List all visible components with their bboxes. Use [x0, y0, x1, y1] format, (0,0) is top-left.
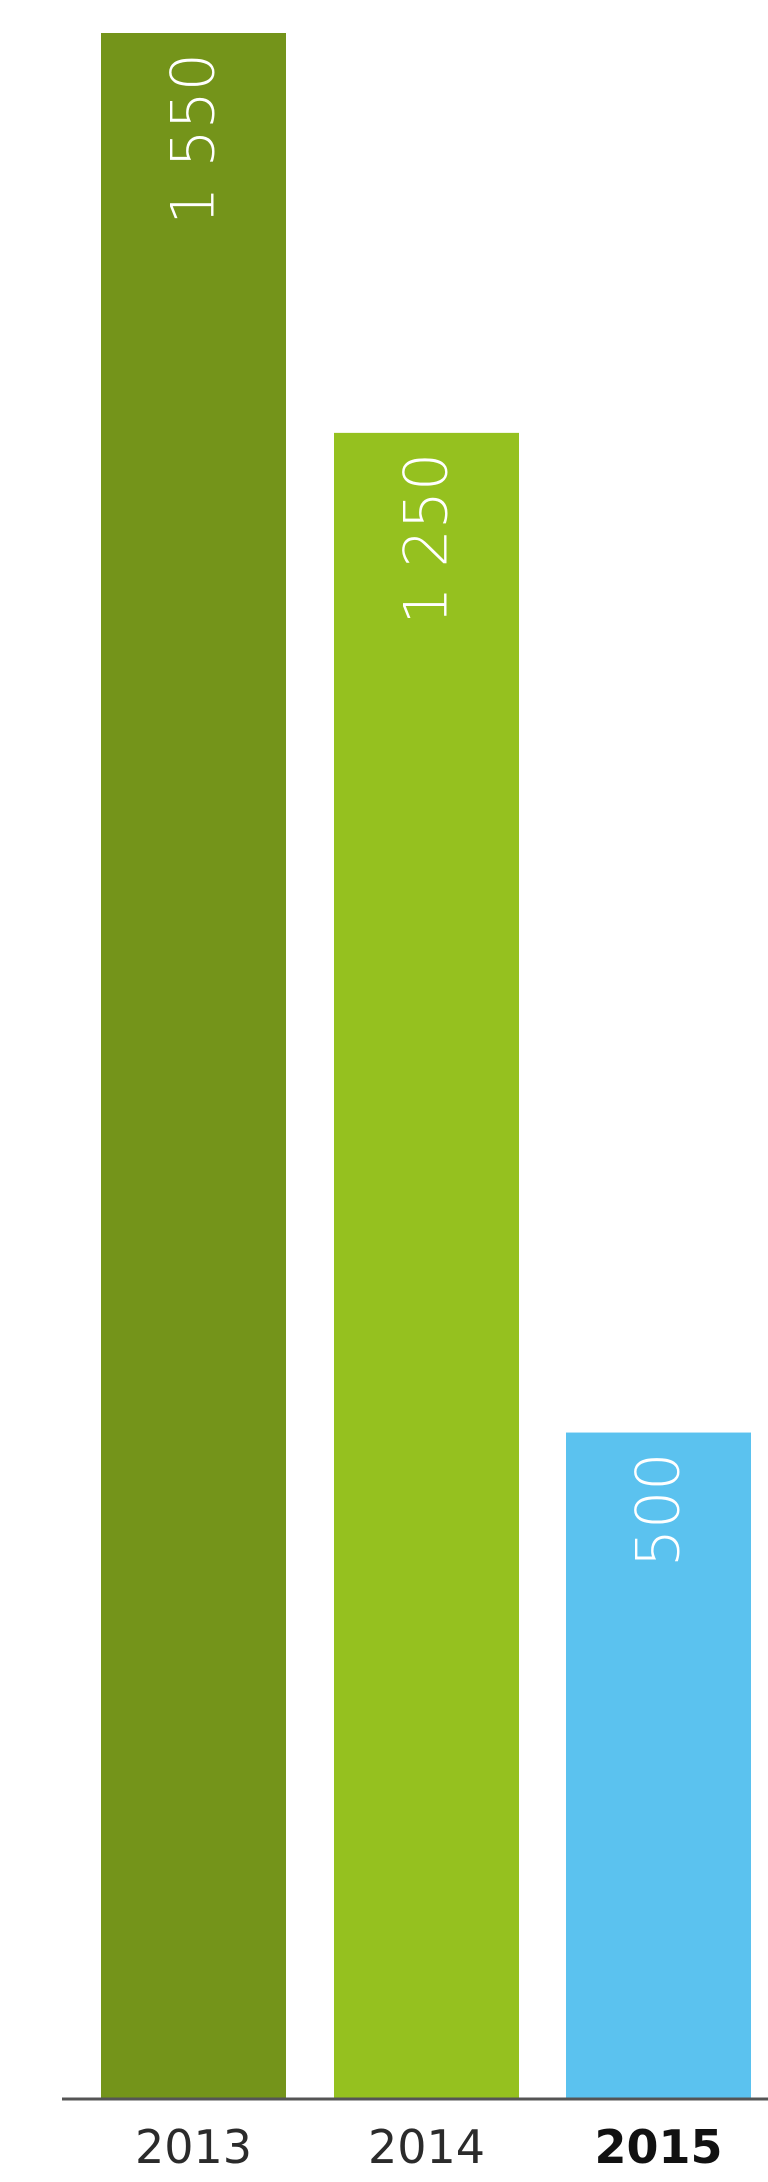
x-tick-label-2014: 2014 [368, 2120, 485, 2174]
data-label-2013: 1 550 [159, 53, 229, 225]
data-label-2015: 500 [624, 1453, 694, 1568]
x-tick-label-2013: 2013 [135, 2120, 252, 2174]
bar-2014 [334, 432, 519, 2099]
value-labels-group: 1 550 1 250 500 [159, 53, 694, 1567]
x-tick-label-2015: 2015 [594, 2120, 722, 2174]
bar-2013 [101, 33, 286, 2099]
bars-group [101, 33, 751, 2099]
data-label-2014: 1 250 [392, 453, 462, 625]
x-tick-labels-group: 2013 2014 2015 [135, 2120, 723, 2174]
bar-2015 [566, 1432, 751, 2099]
